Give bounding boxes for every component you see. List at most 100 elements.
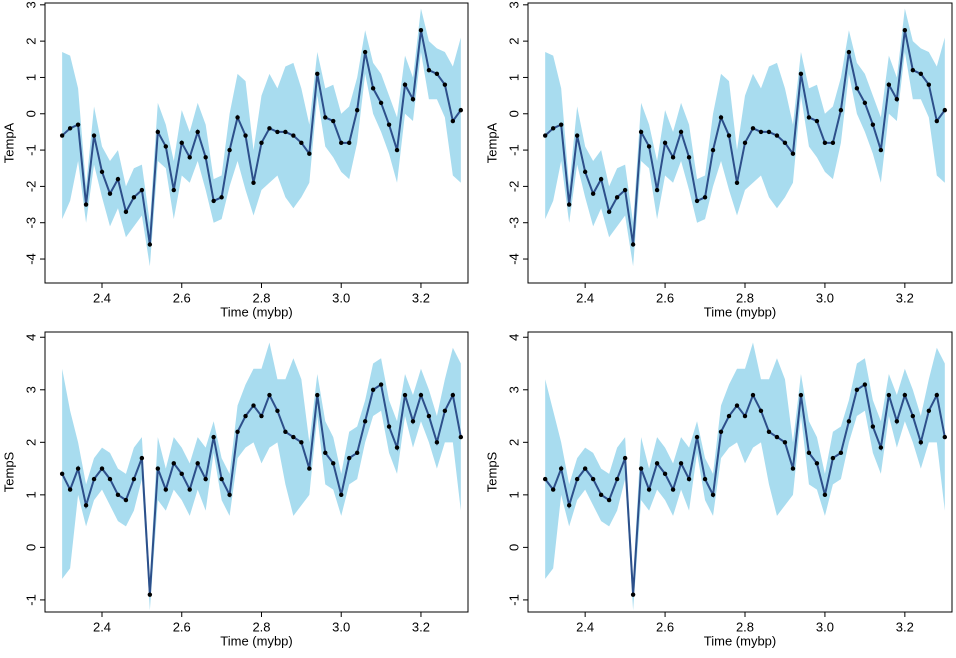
confidence-band <box>545 342 945 611</box>
data-point <box>67 487 73 492</box>
data-point <box>179 471 184 477</box>
data-point <box>822 492 828 498</box>
data-point <box>147 242 153 247</box>
data-point <box>402 392 408 398</box>
panel: 2.4 2.6 2.8 3.0 3.2 -1 0 1 2 3 4 Time (mybp) TempS <box>484 331 953 648</box>
data-point <box>646 487 652 492</box>
data-point <box>291 133 296 138</box>
data-point <box>346 140 352 146</box>
data-point <box>614 195 620 200</box>
data-point <box>790 151 796 156</box>
y-tick-label: 0 <box>506 110 521 117</box>
data-point <box>195 461 200 466</box>
data-point <box>678 129 684 135</box>
data-point <box>458 107 464 113</box>
data-point <box>918 440 924 445</box>
data-point <box>694 434 700 440</box>
x-tick-label: 3.2 <box>412 290 430 305</box>
data-point <box>926 408 932 413</box>
data-point <box>846 49 852 55</box>
confidence-band <box>62 8 461 267</box>
data-point <box>782 140 788 146</box>
data-point <box>790 466 796 471</box>
data-point <box>582 466 588 471</box>
data-point <box>574 476 580 482</box>
data-point <box>638 466 644 471</box>
y-axis-label: TempS <box>1 451 16 492</box>
data-point <box>742 413 748 419</box>
data-point <box>323 115 328 120</box>
data-point <box>91 133 97 138</box>
y-tick-label: -2 <box>23 181 38 193</box>
data-point <box>822 140 828 146</box>
data-point <box>622 187 628 193</box>
data-point <box>766 129 772 135</box>
x-tick-label: 2.8 <box>736 290 754 305</box>
data-point <box>179 140 184 146</box>
y-tick-label: 3 <box>23 1 38 8</box>
data-point <box>902 28 908 33</box>
data-point <box>726 133 732 138</box>
y-tick-label: 0 <box>23 110 38 117</box>
data-point <box>670 487 676 492</box>
data-point <box>283 429 288 435</box>
data-point <box>370 387 376 392</box>
data-point <box>750 126 756 131</box>
data-point <box>219 195 224 200</box>
y-tick-label: 1 <box>506 491 521 498</box>
data-point <box>203 155 208 160</box>
data-point <box>339 492 344 498</box>
data-point <box>67 126 73 131</box>
data-point <box>686 155 692 160</box>
y-axis-label: TempA <box>484 122 499 163</box>
data-point <box>378 382 384 387</box>
data-point <box>838 450 844 456</box>
data-point <box>99 169 105 175</box>
data-point <box>450 392 456 398</box>
data-point <box>638 129 644 135</box>
x-tick-label: 2.6 <box>173 290 191 305</box>
y-tick-label: -4 <box>506 253 521 265</box>
data-point <box>235 429 240 435</box>
data-point <box>734 180 740 185</box>
data-point <box>702 195 708 200</box>
data-point <box>782 440 788 445</box>
x-axis-label: Time (mybp) <box>704 633 776 648</box>
data-point <box>774 434 780 440</box>
x-tick-label: 3.2 <box>412 619 430 634</box>
x-tick-label: 3.0 <box>332 290 350 305</box>
data-point <box>291 434 296 440</box>
data-point <box>195 129 200 135</box>
data-point <box>542 476 548 482</box>
x-tick-label: 2.8 <box>736 619 754 634</box>
data-point <box>622 455 628 461</box>
y-axis-label: TempA <box>1 122 16 163</box>
data-point <box>870 122 876 127</box>
data-point <box>315 71 320 77</box>
data-point <box>550 487 556 492</box>
y-axis-label: TempS <box>484 451 499 492</box>
data-point <box>339 140 344 146</box>
data-point <box>315 392 320 398</box>
data-point <box>442 82 448 87</box>
x-tick-label: 3.0 <box>816 619 834 634</box>
data-point <box>59 471 65 477</box>
data-point <box>742 140 748 146</box>
data-point <box>910 413 916 419</box>
panel: 2.4 2.6 2.8 3.0 3.2 -4 -3 -2 -1 0 1 2 3 Time (mybp) Te… <box>1 1 469 319</box>
data-point <box>331 461 336 466</box>
data-point <box>934 118 940 124</box>
x-tick-label: 2.4 <box>93 619 111 634</box>
panel: 2.4 2.6 2.8 3.0 3.2 -1 0 1 2 3 4 Time (mybp) TempS <box>1 331 469 648</box>
x-tick-label: 2.6 <box>173 619 191 634</box>
data-point <box>590 476 596 482</box>
y-tick-label: 3 <box>23 386 38 393</box>
x-tick-label: 2.8 <box>252 619 270 634</box>
x-tick-label: 2.4 <box>576 619 594 634</box>
data-point <box>410 97 416 102</box>
data-point <box>598 492 604 498</box>
data-point <box>251 180 256 185</box>
y-tick-label: 4 <box>23 334 38 341</box>
data-point <box>558 122 564 127</box>
